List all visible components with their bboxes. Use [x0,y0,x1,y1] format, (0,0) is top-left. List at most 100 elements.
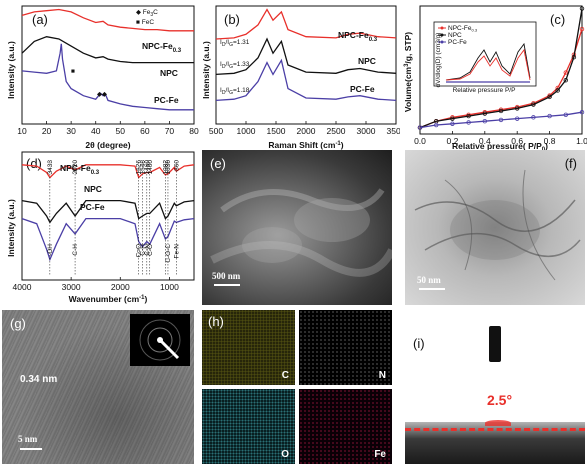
peak-label: 1082 [162,160,169,175]
panel-b-label-pcfe: PC-Fe [350,84,375,94]
panel-c-series [417,6,585,130]
panel-d-label-npc: NPC [84,184,102,194]
panel-g-scale: 5 nm [18,434,38,444]
series-point [547,113,552,119]
xtick-label: 80 [189,126,199,136]
series-point [579,6,585,11]
series-line-1 [215,37,397,76]
panel-f-scalebar [419,288,445,290]
panel-f-tag: (f) [564,156,577,171]
panel-g-lattice: 0.34 nm [20,374,58,385]
panel-a-legend: ◆ Fe3C ■ FeC [136,9,158,26]
baseline [405,428,585,431]
panel-e-scale: 500 nm [212,271,241,281]
xtick-label: 500 [209,126,223,136]
xtick-label: 2000 [111,282,130,292]
panel-a-fec-marker: ■ [71,68,75,75]
xtick-label: 2000 [297,126,316,136]
series-point [579,110,585,115]
panel-i-tag: (i) [413,336,425,351]
legend-npc: NPC [448,32,462,39]
map-n: N [299,310,392,385]
panel-b-raman: (b) 500 1000 1500 2000 2500 3000 3500 Raman Sh… [201,5,400,150]
series-line-1 [419,8,583,129]
peak-label: 3433 [47,160,54,175]
series-point [466,113,471,119]
panel-a-label-npc: NPC [160,68,178,78]
xtick-label: 1000 [237,126,256,136]
panel-a-xrd: (a) 10 20 30 40 50 60 70 80 2θ (degree) Intensi… [6,5,199,150]
xtick-label: 0.6 [511,136,523,146]
map-o-label: O [281,449,289,460]
series-point [466,120,471,125]
panel-c-ylabel: Volume(cm3/g, STP) [403,32,413,112]
panel-e-scalebar [214,284,240,286]
panel-g-tag: (g) [10,316,26,331]
map-c: C [202,310,295,385]
series-point [450,121,455,126]
panel-a-fe3c-marker: ◆◆ [97,91,108,98]
map-n-label: N [378,370,386,381]
assignment-label: C-N [144,244,151,256]
xtick-label: 30 [66,126,76,136]
peak-label: 1460 [144,160,151,175]
panel-b-label-npcfe: NPC-Fe0.3 [338,30,378,43]
xtick-label: 4000 [13,282,32,292]
panel-h-eds-maps: C N O Fe (h) [202,310,392,464]
panel-g-hrtem-image: (g) 0.34 nm 5 nm [2,310,194,464]
panel-c-tag: (c) [550,12,565,27]
panel-d-frame [21,151,195,281]
series-point [450,116,455,121]
xtick-label: 10 [17,126,27,136]
peak-label: 860 [173,160,180,171]
series-point [514,106,520,111]
series-line-1 [21,199,195,224]
panel-a-series [21,8,194,111]
map-fe-label: Fe [374,449,386,460]
series-line-0 [419,28,583,129]
xtick-label: 0.8 [544,136,556,146]
panel-b-label-npc: NPC [358,56,376,66]
series-point [531,102,536,107]
inset-xlabel: Relative pressure P/P [453,87,516,94]
panel-c-inset [433,21,537,87]
series-point [579,26,585,32]
panel-b-tag: (b) [224,12,240,27]
inset-npcfe-line [445,48,531,81]
xtick-label: 1000 [160,282,179,292]
peak-label: 2920 [72,160,79,175]
assignment-label: C-O [147,244,154,256]
panel-a-ylabel: Intensity (a.u.) [6,41,16,99]
map-fe: Fe [299,389,392,464]
xtick-label: 70 [165,126,175,136]
series-point [571,55,577,60]
map-o: O [202,389,295,464]
panel-a-xlabel: 2θ (degree) [85,140,130,150]
series-point [531,115,536,120]
panel-e-sem-image: (e) 500 nm [202,150,392,305]
panel-a-label-npcfe: NPC-Fe0.3 [142,41,182,54]
panel-a-frame [21,5,195,125]
xtick-label: 0.4 [479,136,491,146]
series-point [547,94,552,100]
panel-c-xticks: 0.0 0.2 0.4 0.6 0.8 1.0 [414,131,587,146]
panel-c-legend: NPC-Fe0.3 NPC PC-Fe [438,25,478,46]
panel-b-ratio-3: ID/IG=1.18 [220,87,250,96]
panel-a-xticks: 10 20 30 40 50 60 70 80 [17,121,199,136]
panel-f-tem-image: (f) 50 nm [405,150,585,305]
panel-a-tag: (a) [32,12,48,27]
panel-a-label-pcfe: PC-Fe [154,95,179,105]
xtick-label: 0.2 [446,136,458,146]
panel-d-xlabel: Wavenumber (cm-1) [69,294,148,304]
assignment-label: C-O-C [165,244,172,263]
panel-i-contact-angle: (i) 2.5° [405,310,585,464]
panel-d-ylabel: Intensity (a.u.) [6,199,16,257]
panel-c-xlabel: Relative pressure( P/P0) [452,141,548,152]
panel-d-label-pcfe: PC-Fe [80,202,105,212]
series-point [482,118,487,124]
series-point [434,122,439,128]
legend-npcfe: NPC-Fe0.3 [448,25,478,33]
xtick-label: 60 [140,126,150,136]
assignment-label: C-H [139,244,146,256]
panel-b-ratio-2: ID/IG=1.33 [220,61,250,70]
